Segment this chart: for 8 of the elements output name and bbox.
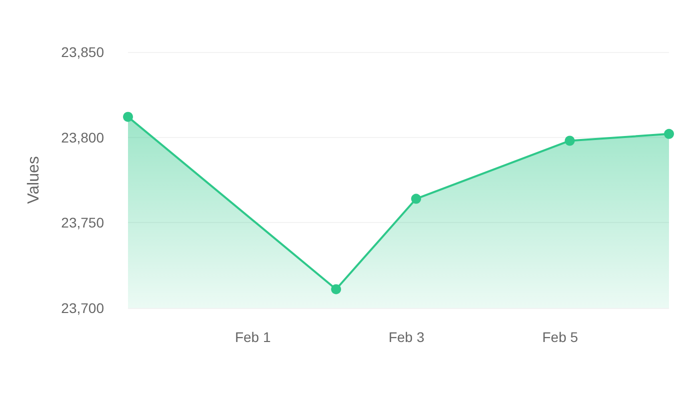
- y-tick-label: 23,750: [61, 214, 104, 231]
- x-tick-label: Feb 1: [234, 329, 271, 345]
- x-tick-label: Feb 5: [542, 329, 578, 345]
- y-tick-label: 23,800: [61, 129, 104, 146]
- x-tick-label: Feb 3: [388, 329, 425, 345]
- y-tick-label: 23,700: [61, 300, 104, 316]
- y-axis-title: Values: [26, 156, 42, 204]
- y-tick-label: 23,850: [61, 44, 104, 60]
